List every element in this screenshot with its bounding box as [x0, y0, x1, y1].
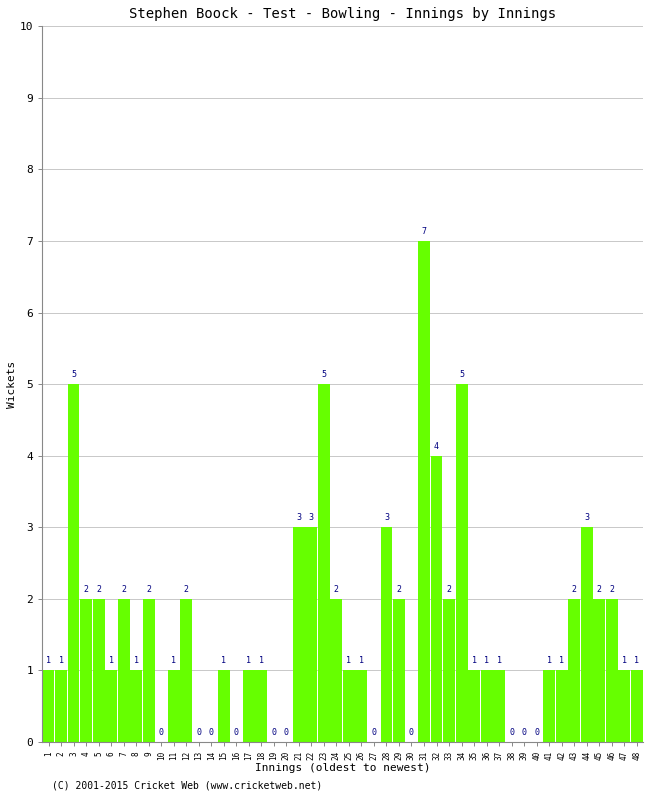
Text: 4: 4 [434, 442, 439, 450]
Bar [380, 527, 393, 742]
Text: 0: 0 [509, 728, 514, 737]
Bar [318, 384, 330, 742]
Text: 3: 3 [296, 514, 302, 522]
Bar [180, 599, 192, 742]
Bar [493, 670, 505, 742]
Bar [568, 599, 580, 742]
Text: 1: 1 [134, 657, 138, 666]
Bar [42, 670, 55, 742]
Bar [218, 670, 229, 742]
Text: 0: 0 [284, 728, 289, 737]
Text: 3: 3 [384, 514, 389, 522]
Bar [606, 599, 618, 742]
Bar [293, 527, 305, 742]
Text: 7: 7 [421, 227, 426, 236]
Text: 0: 0 [534, 728, 539, 737]
Text: 2: 2 [96, 585, 101, 594]
Bar [393, 599, 405, 742]
Text: 0: 0 [234, 728, 239, 737]
Bar [255, 670, 267, 742]
Bar [356, 670, 367, 742]
Bar [168, 670, 179, 742]
Title: Stephen Boock - Test - Bowling - Innings by Innings: Stephen Boock - Test - Bowling - Innings… [129, 7, 556, 21]
Text: 1: 1 [497, 657, 502, 666]
Text: 1: 1 [171, 657, 176, 666]
Text: 2: 2 [84, 585, 88, 594]
Bar [130, 670, 142, 742]
Text: 2: 2 [572, 585, 577, 594]
Bar [118, 599, 129, 742]
Text: 1: 1 [472, 657, 476, 666]
Y-axis label: Wickets: Wickets [7, 361, 17, 408]
Bar [418, 241, 430, 742]
Bar [581, 527, 593, 742]
Bar [93, 599, 105, 742]
Text: 1: 1 [622, 657, 627, 666]
Bar [343, 670, 355, 742]
Bar [55, 670, 67, 742]
Text: 2: 2 [597, 585, 602, 594]
Bar [618, 670, 630, 742]
Text: 5: 5 [321, 370, 326, 379]
Text: 1: 1 [246, 657, 252, 666]
Text: 3: 3 [584, 514, 590, 522]
Text: 2: 2 [447, 585, 452, 594]
Text: 0: 0 [271, 728, 276, 737]
Text: 1: 1 [559, 657, 564, 666]
Text: 0: 0 [409, 728, 414, 737]
Bar [430, 456, 443, 742]
Text: 1: 1 [547, 657, 552, 666]
Text: 0: 0 [196, 728, 202, 737]
Bar [143, 599, 155, 742]
Text: 2: 2 [396, 585, 402, 594]
Text: 1: 1 [346, 657, 352, 666]
Bar [593, 599, 605, 742]
Text: 1: 1 [359, 657, 364, 666]
Bar [105, 670, 117, 742]
Bar [243, 670, 255, 742]
Text: 5: 5 [459, 370, 464, 379]
Text: 1: 1 [46, 657, 51, 666]
Text: 1: 1 [634, 657, 640, 666]
Text: 0: 0 [159, 728, 164, 737]
Bar [468, 670, 480, 742]
Bar [456, 384, 467, 742]
X-axis label: Innings (oldest to newest): Innings (oldest to newest) [255, 763, 430, 773]
Text: 5: 5 [71, 370, 76, 379]
Text: 1: 1 [221, 657, 226, 666]
Text: (C) 2001-2015 Cricket Web (www.cricketweb.net): (C) 2001-2015 Cricket Web (www.cricketwe… [52, 781, 322, 790]
Bar [443, 599, 455, 742]
Bar [556, 670, 567, 742]
Text: 2: 2 [121, 585, 126, 594]
Text: 3: 3 [309, 514, 314, 522]
Text: 2: 2 [146, 585, 151, 594]
Text: 1: 1 [109, 657, 114, 666]
Text: 2: 2 [334, 585, 339, 594]
Text: 0: 0 [371, 728, 376, 737]
Bar [330, 599, 343, 742]
Text: 0: 0 [522, 728, 526, 737]
Bar [631, 670, 643, 742]
Text: 1: 1 [58, 657, 64, 666]
Bar [80, 599, 92, 742]
Bar [543, 670, 555, 742]
Bar [306, 527, 317, 742]
Bar [68, 384, 79, 742]
Text: 0: 0 [209, 728, 214, 737]
Bar [480, 670, 493, 742]
Text: 2: 2 [609, 585, 614, 594]
Text: 2: 2 [184, 585, 188, 594]
Text: 1: 1 [484, 657, 489, 666]
Text: 1: 1 [259, 657, 264, 666]
